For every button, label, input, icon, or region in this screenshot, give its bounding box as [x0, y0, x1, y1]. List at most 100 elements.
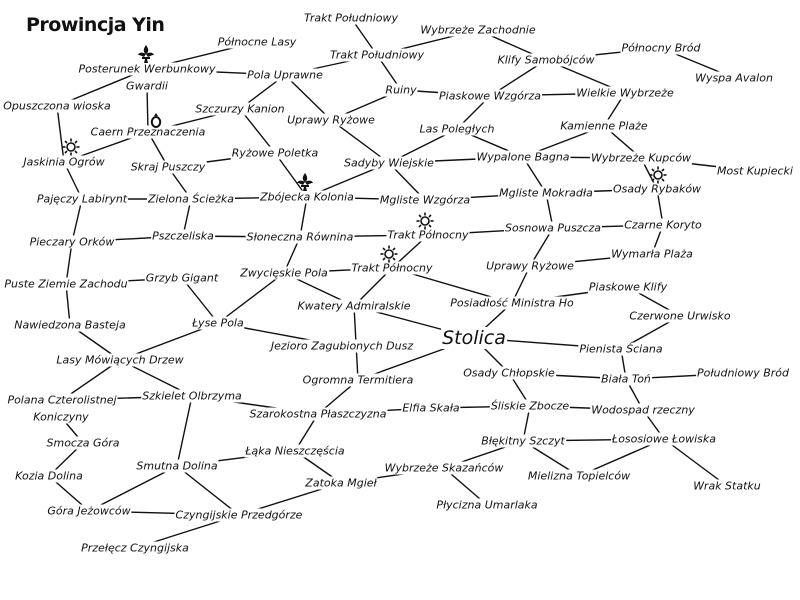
sun-icon: [62, 138, 80, 156]
place-mgliste-mokradla[interactable]: Mgliste Mokradła: [498, 186, 594, 200]
place-sloneczna-rownina[interactable]: Słoneczna Równina: [245, 230, 355, 244]
place-piaskowe-wzgorza[interactable]: Piaskowe Wzgórza: [438, 89, 542, 103]
place-jezioro[interactable]: Jezioro Zagubionych Dusz: [269, 339, 415, 353]
place-piaskowe-klify[interactable]: Piaskowe Klify: [587, 280, 669, 294]
road-zbojecka_kolonia-sloneczna_rownina: [299, 196, 308, 238]
place-posiadlosc[interactable]: Posiadłość Ministra Ho: [449, 296, 575, 310]
place-zwycieskie-pola[interactable]: Zwycięskie Pola: [239, 266, 329, 280]
place-zatoka-mgiel[interactable]: Zatoka Mgieł: [304, 476, 378, 490]
fleur-de-lis-icon: [138, 45, 154, 63]
place-czarne-koryto[interactable]: Czarne Koryto: [623, 218, 703, 232]
place-skraj-puszczy[interactable]: Skraj Puszczy: [129, 160, 207, 174]
place-puste-ziemie[interactable]: Puste Ziemie Zachodu: [3, 277, 129, 291]
road-lososiowe-wrak_statku: [663, 438, 728, 487]
road-lasy_mowiacych-polana: [61, 359, 121, 401]
place-biala-ton[interactable]: Biała Toń: [600, 372, 652, 386]
place-plycizna[interactable]: Płycizna Umarlaka: [435, 498, 539, 512]
ring-icon: [150, 113, 162, 128]
place-lyse-pola[interactable]: Łyse Pola: [191, 316, 245, 330]
place-zielona-sciezka[interactable]: Zielona Ścieżka: [146, 192, 236, 206]
place-wyspa-avalon[interactable]: Wyspa Avalon: [694, 71, 774, 85]
place-opuszczona-wioska[interactable]: Opuszczona wioska: [2, 99, 112, 113]
place-pajeczy-labirynt[interactable]: Pajęczy Labirynt: [35, 192, 129, 206]
place-poludniowy-brod[interactable]: Południowy Bród: [695, 366, 791, 380]
place-polnocny-brod[interactable]: Północny Bród: [620, 41, 702, 55]
place-ogromna-termitiera[interactable]: Ogromna Termitiera: [301, 373, 415, 387]
place-jaskinia-ogrow[interactable]: Jaskinia Ogrów: [22, 155, 106, 169]
road-ryzowe_poletka-zbojecka_kolonia: [274, 152, 308, 198]
place-kamienne-plaze[interactable]: Kamienne Plaże: [559, 119, 649, 133]
place-szarokostna[interactable]: Szarokostna Płaszczyzna: [248, 407, 388, 421]
place-szczurzy-kanion[interactable]: Szczurzy Kanion: [194, 102, 286, 116]
place-wielkie-wybrzeze[interactable]: Wielkie Wybrzeże: [575, 86, 675, 100]
road-pieczary_orkow-puste_ziemie: [65, 241, 73, 285]
place-szkielet[interactable]: Szkielet Olbrzyma: [141, 389, 243, 403]
place-most-kupiecki[interactable]: Most Kupiecki: [716, 164, 794, 178]
place-sliskie-zbocze[interactable]: Śliskie Zbocze: [489, 399, 571, 413]
place-koniczyny[interactable]: Koniczyny: [32, 410, 90, 424]
place-polnocne-lasy[interactable]: Północne Lasy: [216, 35, 298, 49]
road-pola_uprawne-uprawy_ryzowe_top: [284, 74, 332, 121]
place-czerwone-urwisko[interactable]: Czerwone Urwisko: [628, 309, 732, 323]
place-wymarla-plaza[interactable]: Wymarła Plaża: [610, 247, 694, 261]
place-las-poleglych[interactable]: Las Poległych: [418, 122, 496, 136]
road-smutna_dolina-gora_jezowcow: [88, 465, 178, 512]
place-capital[interactable]: Stolica: [441, 327, 507, 349]
place-smutna-dolina[interactable]: Smutna Dolina: [135, 459, 219, 473]
road-pajeczy_labirynt-pieczary_orkow: [71, 198, 83, 243]
place-osady-chlopskie[interactable]: Osady Chłopskie: [462, 366, 556, 380]
place-lososiowe[interactable]: Łososiowe Łowiska: [611, 432, 717, 446]
place-grzyb-gigant[interactable]: Grzyb Gigant: [144, 271, 220, 285]
place-wypalone-bagna[interactable]: Wypalone Bagna: [475, 150, 571, 164]
place-sadyby-wiejskie[interactable]: Sadyby Wiejskie: [343, 156, 435, 170]
road-szczurzy_kanion-ryzowe_poletka: [239, 108, 276, 154]
place-polana[interactable]: Polana Czterolistnej: [6, 393, 118, 407]
place-trakt-polnocny-1[interactable]: Trakt Północny: [386, 228, 470, 242]
place-mielizna[interactable]: Mielizna Topielców: [526, 469, 632, 483]
place-smocza-gora[interactable]: Smocza Góra: [45, 436, 121, 450]
place-elfia-skala[interactable]: Elfia Skała: [401, 401, 461, 415]
place-pola-uprawne[interactable]: Pola Uprawne: [246, 68, 324, 82]
place-blekitny-szczyt[interactable]: Błękitny Szczyt: [480, 434, 566, 448]
place-czyngijskie[interactable]: Czyngijskie Przedgórze: [174, 508, 304, 522]
place-laka[interactable]: Łąka Nieszczęścia: [244, 444, 346, 458]
place-wybrzeze-zachodnie[interactable]: Wybrzeże Zachodnie: [419, 23, 537, 37]
place-przelecz[interactable]: Przełęcz Czyngijska: [80, 541, 190, 555]
sun-icon: [416, 212, 434, 230]
place-pszczeliska[interactable]: Pszczeliska: [151, 229, 215, 243]
road-szkielet-smutna_dolina: [176, 395, 193, 467]
place-gora-jezowcow[interactable]: Góra Jeżowców: [46, 504, 132, 518]
place-uprawy-ryzowe-top[interactable]: Uprawy Ryżowe: [286, 113, 376, 127]
place-ruiny[interactable]: Ruiny: [384, 83, 418, 97]
sun-icon: [649, 166, 667, 184]
place-sosnowa-puszcza[interactable]: Sosnowa Puszcza: [503, 221, 603, 235]
place-lasy-mowiacych[interactable]: Lasy Mówiących Drzew: [55, 353, 185, 367]
place-mgliste-wzgorza[interactable]: Mgliste Wzgórza: [378, 193, 472, 207]
place-pienista[interactable]: Pienista Ściana: [578, 342, 664, 356]
place-posterunek[interactable]: Posterunek Werbunkowy: [77, 62, 217, 76]
road-smutna_dolina-czyngijskie: [176, 465, 240, 516]
place-kwatery[interactable]: Kwatery Admiralskie: [296, 299, 412, 313]
place-osady-rybakow[interactable]: Osady Rybaków: [611, 182, 703, 196]
place-wrak-statku[interactable]: Wrak Statku: [692, 479, 762, 493]
road-uprawy_ryzowe_top-sadyby_wiejskie: [330, 119, 390, 164]
place-uprawy-ryzowe[interactable]: Uprawy Ryżowe: [485, 259, 575, 273]
place-trakt-polnocny-2[interactable]: Trakt Północny: [350, 261, 434, 275]
place-zbojecka-kolonia[interactable]: Zbójecka Kolonia: [259, 190, 355, 204]
place-pieczary-orkow[interactable]: Pieczary Orków: [28, 235, 116, 249]
place-ryzowe-poletka[interactable]: Ryżowe Poletka: [230, 146, 320, 160]
place-gwardii[interactable]: Gwardii: [125, 79, 169, 93]
road-gwardii-caern: [146, 85, 149, 133]
road-grzyb_gigant-lyse_pola: [181, 277, 219, 324]
place-nawiedzona[interactable]: Nawiedzona Basteja: [13, 318, 127, 332]
place-kozia-dolina[interactable]: Kozia Dolina: [14, 469, 84, 483]
place-trakt-poludniowy[interactable]: Trakt Południowy: [328, 48, 426, 62]
place-wodospad[interactable]: Wodospad rzeczny: [590, 403, 696, 417]
road-opuszczona_wioska-jaskinia_ogrow: [56, 105, 65, 163]
place-wybrzeze-kupcow[interactable]: Wybrzeże Kupców: [589, 151, 693, 165]
place-trakt-poludniowy-top[interactable]: Trakt Południowy: [302, 11, 400, 25]
place-caern[interactable]: Caern Przeznaczenia: [89, 125, 207, 139]
place-klify-samobojcow[interactable]: Klify Samobójców: [496, 53, 596, 67]
place-wybrzeze-skazancow[interactable]: Wybrzeże Skazańców: [383, 461, 505, 475]
map-title: Prowincja Yin: [26, 14, 165, 36]
